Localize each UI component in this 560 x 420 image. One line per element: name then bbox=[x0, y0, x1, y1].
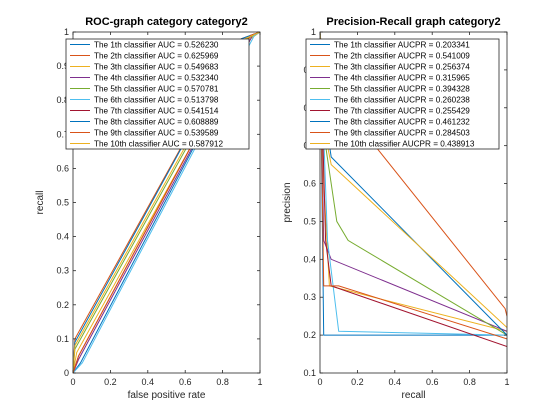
x-axis-label: recall bbox=[402, 390, 426, 401]
y-tick-label: 0.5 bbox=[56, 198, 69, 208]
y-tick-label: 0.1 bbox=[303, 368, 316, 378]
chart-title: ROC-graph category category2 bbox=[85, 16, 248, 28]
series-line-10 bbox=[73, 32, 260, 373]
y-tick-label: 0.1 bbox=[56, 334, 69, 344]
y-tick-label: 0.6 bbox=[56, 163, 69, 173]
x-tick-label: 0.2 bbox=[104, 377, 117, 387]
x-tick-label: 0 bbox=[317, 377, 322, 387]
legend-entry: The 5th classifier AUCPR = 0.394328 bbox=[334, 85, 470, 94]
x-tick-label: 1 bbox=[504, 377, 509, 387]
x-tick-label: 0.6 bbox=[179, 377, 192, 387]
y-tick-label: 0.4 bbox=[303, 254, 316, 264]
y-axis-label: precision bbox=[282, 182, 293, 222]
x-tick-label: 0.4 bbox=[142, 377, 155, 387]
y-axis-label: recall bbox=[35, 191, 46, 215]
x-axis-label: false positive rate bbox=[128, 390, 206, 401]
legend-entry: The 1th classifier AUC = 0.526230 bbox=[94, 41, 219, 50]
legend-entry: The 9th classifier AUCPR = 0.284503 bbox=[334, 129, 470, 138]
x-tick-label: 0.6 bbox=[426, 377, 439, 387]
chart-1: 0 0.2 0.4 0.6 0.8 1 0 0.1 0.2 0.3 0.4 0.5 0.6 0.7 0.8 0… bbox=[35, 16, 263, 401]
series-line-9 bbox=[320, 32, 507, 340]
y-tick-label: 0.3 bbox=[303, 292, 316, 302]
legend-entry: The 1th classifier AUCPR = 0.203341 bbox=[334, 41, 470, 50]
legend-box bbox=[65, 38, 250, 150]
legend-entry: The 4th classifier AUCPR = 0.315965 bbox=[334, 74, 470, 83]
legend: The 1th classifier AUC = 0.526230 The 2th… bbox=[65, 38, 250, 150]
legend-entry: The 7th classifier AUCPR = 0.255429 bbox=[334, 107, 470, 116]
chart-2: 00.20.40.60.810.10.20.30.40.50.60.70.80.… bbox=[282, 16, 510, 401]
y-tick-label: 0 bbox=[64, 368, 69, 378]
legend: The 1th classifier AUCPR = 0.203341 The 2… bbox=[305, 38, 500, 150]
y-tick-label: 0.3 bbox=[56, 266, 69, 276]
x-tick-label: 0.4 bbox=[389, 377, 402, 387]
legend-entry: The 6th classifier AUCPR = 0.260238 bbox=[334, 96, 470, 105]
y-tick-label: 0.6 bbox=[303, 179, 316, 189]
legend-entry: The 10th classifier AUCPR = 0.438913 bbox=[334, 140, 475, 149]
legend-entry: The 6th classifier AUC = 0.513798 bbox=[94, 96, 219, 105]
series-group bbox=[73, 32, 260, 373]
x-tick-label: 0 bbox=[70, 377, 75, 387]
chart-title: Precision-Recall graph category2 bbox=[326, 16, 500, 28]
legend-entry: The 2th classifier AUCPR = 0.541009 bbox=[334, 52, 470, 61]
x-tick-label: 0.2 bbox=[351, 377, 364, 387]
legend-entry: The 3th classifier AUC = 0.549683 bbox=[94, 63, 219, 72]
y-tick-label: 1 bbox=[64, 27, 69, 37]
legend-entry: The 8th classifier AUCPR = 0.461232 bbox=[334, 118, 470, 127]
axes-box bbox=[319, 31, 508, 374]
legend-entry: The 3th classifier AUCPR = 0.256374 bbox=[334, 63, 470, 72]
legend-entry: The 5th classifier AUC = 0.570781 bbox=[94, 85, 219, 94]
legend-entry: The 2th classifier AUC = 0.625969 bbox=[94, 52, 219, 61]
y-tick-label: 0.4 bbox=[56, 232, 69, 242]
legend-entry: The 10th classifier AUC = 0.587912 bbox=[94, 140, 223, 149]
y-tick-label: 0.9 bbox=[56, 61, 69, 71]
y-tick-label: 0.2 bbox=[303, 330, 316, 340]
legend-entry: The 9th classifier AUC = 0.539589 bbox=[94, 129, 219, 138]
y-tick-label: 0.8 bbox=[56, 95, 69, 105]
x-tick-label: 0.8 bbox=[216, 377, 229, 387]
y-tick-label: 1 bbox=[311, 27, 316, 37]
legend-box bbox=[305, 38, 500, 150]
x-tick-label: 0.8 bbox=[463, 377, 476, 387]
y-tick-label: 0.2 bbox=[56, 300, 69, 310]
legend-entry: The 7th classifier AUC = 0.541514 bbox=[94, 107, 219, 116]
y-tick-label: 0.7 bbox=[56, 129, 69, 139]
y-tick-label: 0.5 bbox=[303, 216, 316, 226]
legend-entry: The 8th classifier AUC = 0.608889 bbox=[94, 118, 219, 127]
legend-entry: The 4th classifier AUC = 0.532340 bbox=[94, 74, 219, 83]
x-tick-label: 1 bbox=[257, 377, 262, 387]
